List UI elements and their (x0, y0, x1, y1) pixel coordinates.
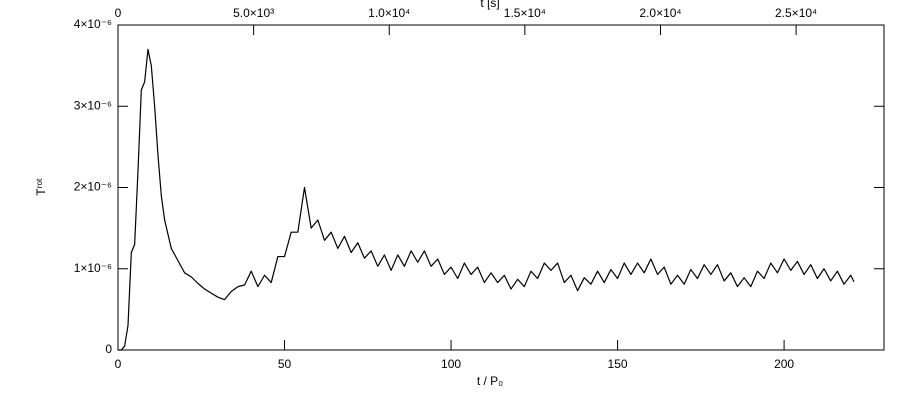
x-tick-label: 200 (774, 357, 794, 371)
x-tick-label: 50 (278, 357, 292, 371)
y-tick-label: 0 (105, 342, 112, 356)
x2-tick-label: 1.0×10⁴ (368, 6, 410, 20)
x-tick-label: 150 (608, 357, 628, 371)
x2-tick-label: 1.5×10⁴ (504, 6, 546, 20)
plot-frame (117, 24, 885, 351)
x-tick-label: 0 (115, 357, 122, 371)
y-tick-label: 2×10⁻⁶ (74, 180, 112, 194)
x2-tick-label: 0 (115, 6, 122, 20)
y-tick-label: 1×10⁻⁶ (74, 261, 112, 275)
data-line (118, 48, 855, 351)
x2-axis-label: t [s] (480, 0, 499, 10)
y-tick-label: 3×10⁻⁶ (74, 98, 112, 112)
y-tick-label: 4×10⁻⁶ (74, 17, 112, 31)
x2-tick-label: 2.5×10⁴ (775, 6, 817, 20)
x-tick-label: 100 (441, 357, 461, 371)
x2-tick-label: 5.0×10³ (233, 6, 274, 20)
x2-tick-label: 2.0×10⁴ (639, 6, 681, 20)
y-axis-label: Tʳᵒᵗ (34, 178, 48, 196)
x-axis-label: t / P₀ (477, 374, 503, 388)
